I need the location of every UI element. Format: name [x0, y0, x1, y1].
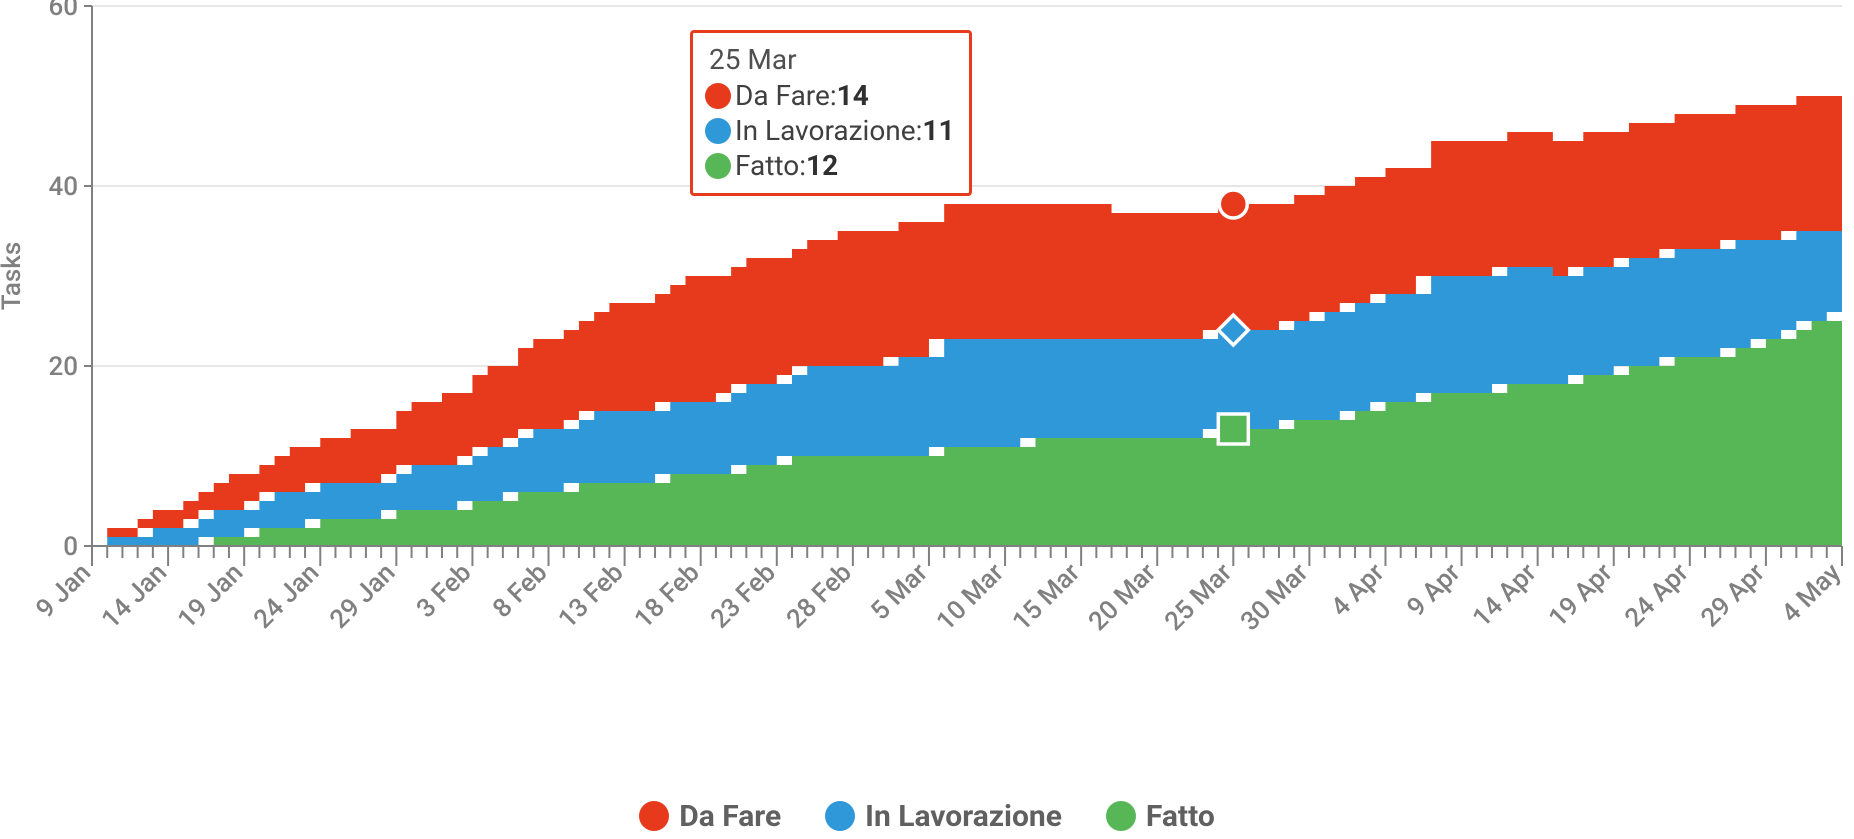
tooltip-row: In Lavorazione:11	[705, 113, 955, 148]
tooltip-dot	[705, 83, 731, 109]
x-tick-label: 9 Jan	[30, 558, 97, 625]
tooltip-series-label: Da Fare:	[735, 78, 837, 113]
y-tick-label: 20	[48, 352, 78, 382]
legend-label: Da Fare	[679, 799, 781, 834]
legend-item: In Lavorazione	[825, 799, 1062, 834]
x-tick-label: 15 Mar	[1007, 558, 1086, 637]
x-tick-label: 29 Apr	[1695, 558, 1771, 634]
tooltip-series-label: In Lavorazione:	[735, 113, 922, 148]
x-tick-label: 8 Feb	[487, 558, 553, 624]
y-tick-label: 0	[63, 532, 78, 562]
x-tick-label: 19 Jan	[172, 558, 249, 635]
x-tick-label: 20 Mar	[1083, 558, 1162, 637]
tooltip-series-label: Fatto:	[735, 148, 806, 183]
y-axis-label: Tasks	[0, 242, 27, 311]
legend-label: Fatto	[1146, 799, 1215, 834]
legend-swatch	[639, 801, 669, 831]
legend-item: Da Fare	[639, 799, 781, 834]
chart-legend: Da Fare In Lavorazione Fatto	[0, 799, 1854, 836]
legend-swatch	[1106, 801, 1136, 831]
x-tick-label: 18 Feb	[629, 558, 706, 635]
x-tick-label: 14 Jan	[96, 558, 173, 635]
x-tick-label: 14 Apr	[1467, 558, 1543, 634]
x-tick-label: 28 Feb	[781, 558, 858, 635]
x-tick-label: 13 Feb	[553, 558, 630, 635]
x-tick-label: 5 Mar	[865, 558, 934, 627]
x-tick-label: 24 Jan	[248, 558, 325, 635]
tooltip-series-value: 14	[837, 78, 869, 113]
x-tick-label: 4 May	[1776, 558, 1847, 629]
x-tick-label: 24 Apr	[1619, 558, 1695, 634]
x-tick-label: 19 Apr	[1543, 558, 1619, 634]
x-tick-label: 29 Jan	[324, 558, 401, 635]
legend-label: In Lavorazione	[865, 799, 1062, 834]
legend-item: Fatto	[1106, 799, 1215, 834]
tooltip-row: Fatto:12	[705, 148, 955, 183]
x-tick-label: 25 Mar	[1159, 558, 1238, 637]
marker-circle	[1219, 190, 1247, 218]
tooltip-dot	[705, 118, 731, 144]
tooltip-series-value: 12	[806, 148, 838, 183]
tooltip-row: Da Fare:14	[705, 78, 955, 113]
x-tick-label: 3 Feb	[411, 558, 477, 624]
y-tick-label: 60	[48, 0, 78, 22]
x-tick-label: 4 Apr	[1325, 558, 1390, 623]
chart-tooltip: 25 Mar Da Fare:14In Lavorazione:11Fatto:…	[690, 30, 972, 196]
tooltip-date: 25 Mar	[709, 43, 955, 76]
legend-swatch	[825, 801, 855, 831]
tooltip-dot	[705, 153, 731, 179]
marker-square	[1218, 414, 1248, 444]
x-tick-label: 9 Apr	[1401, 558, 1466, 623]
x-tick-label: 10 Mar	[931, 558, 1010, 637]
y-tick-label: 40	[48, 172, 78, 202]
x-tick-label: 30 Mar	[1235, 558, 1314, 637]
tooltip-series-value: 11	[922, 113, 954, 148]
x-tick-label: 23 Feb	[705, 558, 782, 635]
cumulative-flow-chart: 9 Jan14 Jan19 Jan24 Jan29 Jan3 Feb8 Feb1…	[0, 0, 1854, 839]
